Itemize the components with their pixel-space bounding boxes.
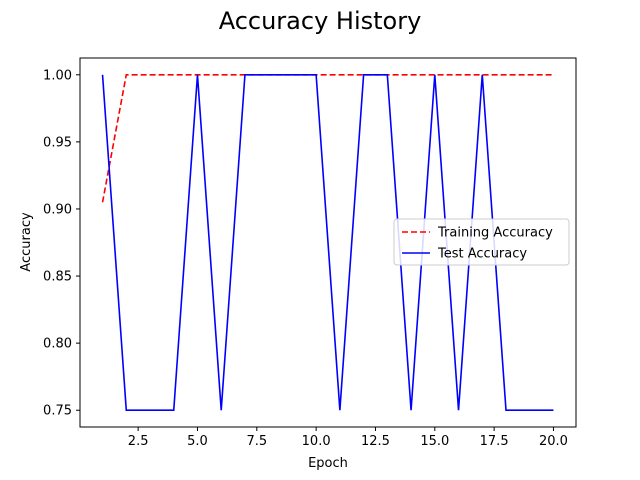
plot-area	[101, 73, 554, 412]
y-axis-label: Accuracy	[19, 212, 34, 272]
y-tick-label: 0.80	[43, 337, 72, 352]
y-tick-label: 0.95	[43, 135, 72, 150]
legend-label: Test Accuracy	[437, 247, 527, 262]
x-tick-label: 7.5	[246, 434, 267, 449]
x-tick-label: 2.5	[128, 434, 149, 449]
legend-label: Training Accuracy	[437, 226, 553, 241]
test-accuracy-line	[101, 73, 554, 412]
y-tick-label: 0.90	[43, 202, 72, 217]
chart-title: Accuracy History	[219, 7, 422, 35]
plot-frame	[79, 57, 577, 428]
x-axis-label: Epoch	[308, 456, 348, 471]
x-tick-label: 12.5	[361, 434, 390, 449]
x-axis: 2.5 5.0 7.5 10.0 12.5 15.0 17.5 20.0	[128, 427, 568, 449]
y-axis: 0.75 0.80 0.85 0.90 0.95 1.00	[43, 68, 80, 419]
training-accuracy-line	[101, 73, 554, 203]
y-tick-label: 1.00	[43, 68, 72, 83]
x-tick-label: 20.0	[539, 434, 568, 449]
y-tick-label: 0.75	[43, 404, 72, 419]
legend-box	[393, 218, 570, 266]
x-tick-label: 17.5	[480, 434, 509, 449]
x-tick-label: 5.0	[187, 434, 208, 449]
x-tick-label: 10.0	[302, 434, 331, 449]
legend: Training Accuracy Test Accuracy	[393, 218, 570, 266]
x-tick-label: 15.0	[420, 434, 449, 449]
y-tick-label: 0.85	[43, 270, 72, 285]
